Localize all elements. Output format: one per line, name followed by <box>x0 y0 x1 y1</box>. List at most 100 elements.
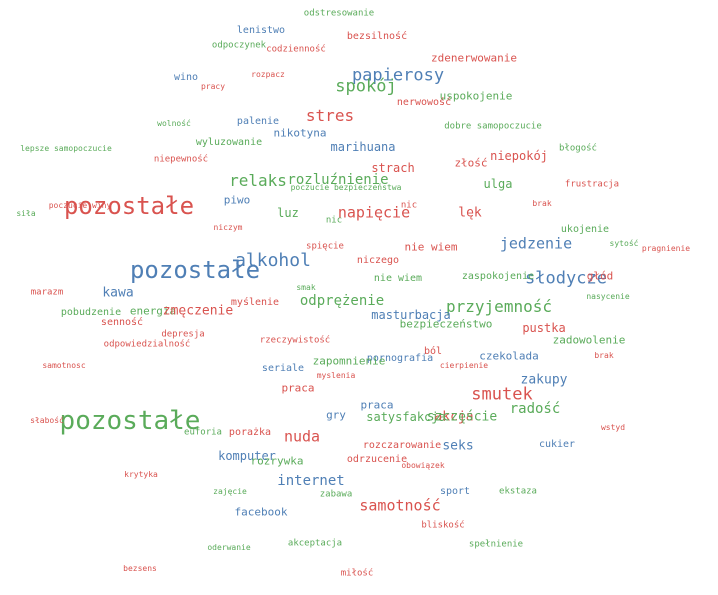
cloud-word: depresja <box>161 329 205 340</box>
cloud-word: wino <box>173 72 199 83</box>
cloud-word: dobre samopoczucie <box>444 121 542 132</box>
cloud-word: marihuana <box>330 140 396 154</box>
cloud-word: strach <box>371 161 415 175</box>
cloud-word: wolność <box>157 119 191 128</box>
cloud-word: czekolada <box>479 349 539 363</box>
cloud-word: myślenie <box>230 297 280 308</box>
cloud-word: lenistwo <box>236 25 286 36</box>
cloud-word: odpoczynek <box>211 40 267 51</box>
cloud-word: zaspokojenie <box>461 271 535 282</box>
cloud-word: głód <box>586 269 614 283</box>
cloud-word: napięcie <box>337 203 411 222</box>
cloud-word: rozczarowanie <box>362 440 442 451</box>
cloud-word: wstyd <box>600 423 626 432</box>
cloud-word: akceptacja <box>287 538 343 549</box>
cloud-word: ukojenie <box>560 224 610 235</box>
cloud-word: zapomnienie <box>312 354 386 368</box>
cloud-word: nie wiem <box>373 273 423 284</box>
cloud-word: ból <box>423 346 443 357</box>
cloud-word: kawa <box>102 285 134 301</box>
cloud-word: cierpienie <box>439 361 489 370</box>
cloud-word: samotnosc <box>42 361 86 370</box>
cloud-word: pozostałe <box>63 192 195 220</box>
cloud-word: seks <box>442 438 474 454</box>
cloud-word: odpowiedzialność <box>103 339 191 350</box>
cloud-word: bezpieczeństwo <box>399 317 493 331</box>
cloud-word: zadowolenie <box>552 333 626 347</box>
cloud-word: zajęcie <box>213 487 247 496</box>
cloud-word: zabawa <box>319 489 353 500</box>
cloud-word: euforia <box>184 427 222 438</box>
cloud-word: jedzenie <box>499 234 573 253</box>
cloud-word: niepokój <box>490 149 548 163</box>
cloud-word: zmęczenie <box>162 303 234 319</box>
cloud-word: pracy <box>200 82 226 91</box>
cloud-word: spokój <box>335 76 397 97</box>
cloud-word: odprężenie <box>299 293 385 309</box>
cloud-word: energia <box>129 304 177 318</box>
cloud-word: ulga <box>483 177 513 191</box>
cloud-word: facebook <box>234 505 288 519</box>
cloud-word: miłość <box>340 568 374 579</box>
cloud-word: zakupy <box>520 372 568 388</box>
cloud-word: luz <box>277 206 299 220</box>
cloud-word: pragnienie <box>641 244 691 253</box>
cloud-word: pozostałe <box>129 256 261 284</box>
cloud-word: sport <box>439 486 471 497</box>
cloud-word: krytyka <box>124 470 158 479</box>
cloud-word: pobudzenie <box>60 307 122 318</box>
cloud-word: rozrywka <box>250 454 304 468</box>
cloud-word: relaks <box>229 171 287 190</box>
cloud-word: błogość <box>559 143 597 154</box>
cloud-word: brak <box>532 199 552 208</box>
cloud-word: seriale <box>261 363 305 374</box>
cloud-word: bezsens <box>123 564 157 573</box>
cloud-word: zdenerwowanie <box>430 51 518 65</box>
cloud-word: obowiązek <box>401 461 445 470</box>
cloud-word: uspokojenie <box>439 89 513 103</box>
cloud-word: nikotyna <box>273 126 327 140</box>
cloud-word: szczęście <box>426 409 498 425</box>
cloud-word: słodycze <box>525 268 607 289</box>
cloud-word: spełnienie <box>468 539 524 550</box>
cloud-word: niczym <box>213 223 243 232</box>
cloud-word: niczego <box>356 255 400 266</box>
cloud-word: nasycenie <box>586 292 630 301</box>
cloud-word: odrzucenie <box>346 454 408 465</box>
cloud-word: słabość <box>30 416 64 425</box>
cloud-word: nuda <box>283 427 321 446</box>
cloud-word: smak <box>296 283 316 292</box>
cloud-word: rzeczywistość <box>259 335 331 346</box>
cloud-word: rozluźnienie <box>287 172 389 188</box>
cloud-word: papierosy <box>351 65 445 86</box>
cloud-word: stres <box>305 106 355 125</box>
cloud-word: nerwowość <box>396 97 452 108</box>
cloud-word: lęk <box>458 205 482 221</box>
cloud-word: gry <box>326 408 346 422</box>
cloud-word: rozpacz <box>251 70 285 79</box>
cloud-word: oderwanie <box>207 543 251 552</box>
cloud-word: bezsilność <box>346 31 408 42</box>
cloud-word: internet <box>277 473 345 489</box>
cloud-word: palenie <box>236 116 280 127</box>
cloud-word: nic <box>325 215 343 226</box>
cloud-word: odstresowanie <box>303 8 375 19</box>
cloud-word: praca <box>360 398 394 412</box>
cloud-word: ekstaza <box>499 486 537 497</box>
cloud-word: niepewność <box>153 154 209 165</box>
cloud-word: sytość <box>609 239 639 248</box>
cloud-word: pozostałe <box>59 406 201 436</box>
cloud-word: nie wiem <box>404 240 458 254</box>
cloud-word: bliskość <box>421 520 465 531</box>
cloud-word: komputer <box>218 449 276 463</box>
cloud-word: samotność <box>359 496 441 515</box>
cloud-word: myslenia <box>316 371 356 380</box>
cloud-word: piwo <box>223 193 251 207</box>
cloud-word: marazm <box>30 287 64 298</box>
cloud-word: pustka <box>522 321 566 335</box>
cloud-word: satysfakcja <box>366 410 446 424</box>
cloud-word: siła <box>16 209 36 218</box>
cloud-word: poczucie bezpieczeństwa <box>290 183 402 192</box>
cloud-word: nic <box>400 200 418 211</box>
